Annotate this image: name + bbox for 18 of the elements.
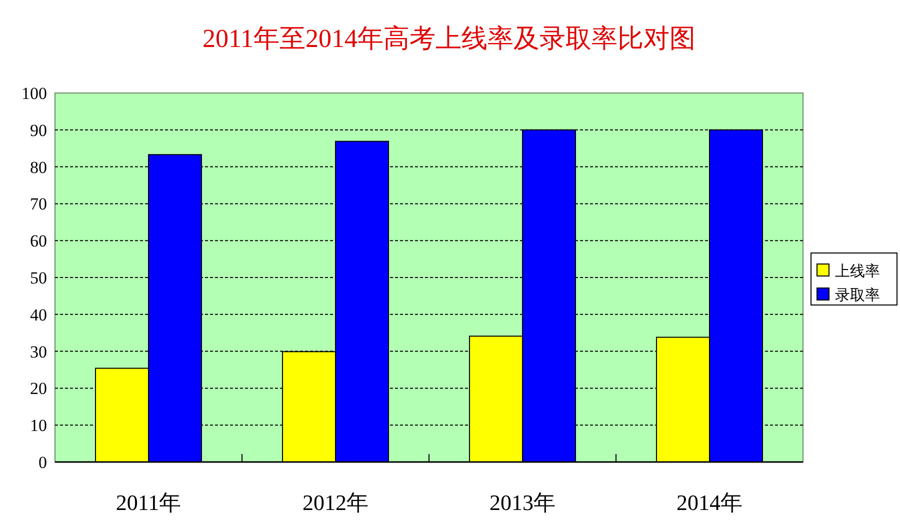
x-tick-label: 2011年 (116, 490, 182, 515)
y-tick-label: 60 (30, 232, 47, 251)
title: 2011年至2014年高考上线率及录取率比对图 (202, 24, 696, 53)
y-tick-label: 90 (30, 120, 47, 140)
y-tick-label: 0 (38, 453, 47, 472)
y-tick-label: 50 (30, 268, 47, 288)
legend-label: 录取率 (835, 286, 880, 304)
x-tick-label: 2012年 (302, 490, 368, 515)
y-tick-label: 10 (30, 416, 47, 436)
x-tick-label: 2013年 (490, 490, 556, 515)
x-tick-label: 2014年 (676, 490, 742, 515)
y-tick-label: 20 (30, 379, 47, 398)
y-tick-label: 100 (22, 84, 47, 103)
legend-label: 上线率 (835, 262, 880, 280)
y-tick-label: 30 (30, 342, 47, 362)
y-tick-label: 80 (30, 158, 47, 177)
y-tick-label: 40 (30, 305, 47, 324)
y-tick-label: 70 (30, 194, 47, 214)
